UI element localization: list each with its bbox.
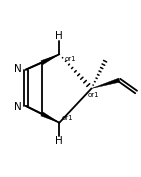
Polygon shape	[92, 78, 120, 88]
Text: H: H	[55, 136, 63, 146]
Text: H: H	[55, 31, 63, 41]
Text: N: N	[14, 64, 22, 73]
Text: N: N	[14, 102, 22, 112]
Text: or1: or1	[64, 56, 76, 62]
Polygon shape	[41, 54, 59, 65]
Text: or1: or1	[87, 92, 99, 98]
Polygon shape	[41, 112, 59, 123]
Text: or1: or1	[62, 115, 74, 121]
